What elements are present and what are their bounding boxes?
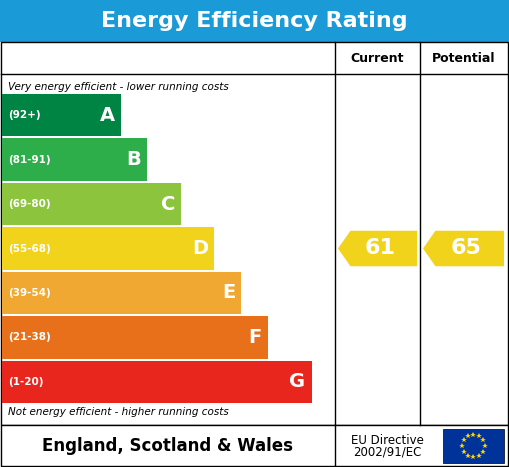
Text: EU Directive: EU Directive — [351, 433, 423, 446]
Text: (81-91): (81-91) — [8, 155, 50, 165]
Bar — [1, 42, 508, 425]
Text: (69-80): (69-80) — [8, 199, 50, 209]
Text: (39-54): (39-54) — [8, 288, 51, 298]
Bar — [2, 183, 181, 225]
Polygon shape — [423, 231, 504, 266]
Text: B: B — [127, 150, 142, 169]
Bar — [2, 94, 121, 136]
Bar — [2, 316, 268, 359]
Text: Current: Current — [351, 51, 404, 64]
Bar — [2, 138, 148, 181]
Text: 65: 65 — [450, 239, 482, 259]
Text: (1-20): (1-20) — [8, 377, 43, 387]
Bar — [1, 425, 508, 466]
Text: 2002/91/EC: 2002/91/EC — [353, 446, 421, 459]
Bar — [0, 0, 509, 42]
Bar — [2, 361, 312, 403]
Text: Potential: Potential — [432, 51, 495, 64]
Bar — [2, 272, 241, 314]
Bar — [2, 227, 214, 270]
Text: A: A — [99, 106, 115, 125]
Text: (21-38): (21-38) — [8, 333, 51, 342]
Text: England, Scotland & Wales: England, Scotland & Wales — [42, 437, 293, 455]
Polygon shape — [338, 231, 417, 266]
Text: G: G — [290, 372, 305, 391]
Text: Not energy efficient - higher running costs: Not energy efficient - higher running co… — [8, 407, 229, 417]
Text: (92+): (92+) — [8, 110, 41, 120]
Text: (55-68): (55-68) — [8, 243, 51, 254]
Text: Very energy efficient - lower running costs: Very energy efficient - lower running co… — [8, 82, 229, 92]
Text: Energy Efficiency Rating: Energy Efficiency Rating — [101, 11, 408, 31]
Text: D: D — [192, 239, 208, 258]
Text: C: C — [160, 195, 175, 213]
Text: F: F — [249, 328, 262, 347]
Bar — [443, 429, 504, 463]
Text: 61: 61 — [364, 239, 395, 259]
Text: E: E — [222, 283, 235, 303]
